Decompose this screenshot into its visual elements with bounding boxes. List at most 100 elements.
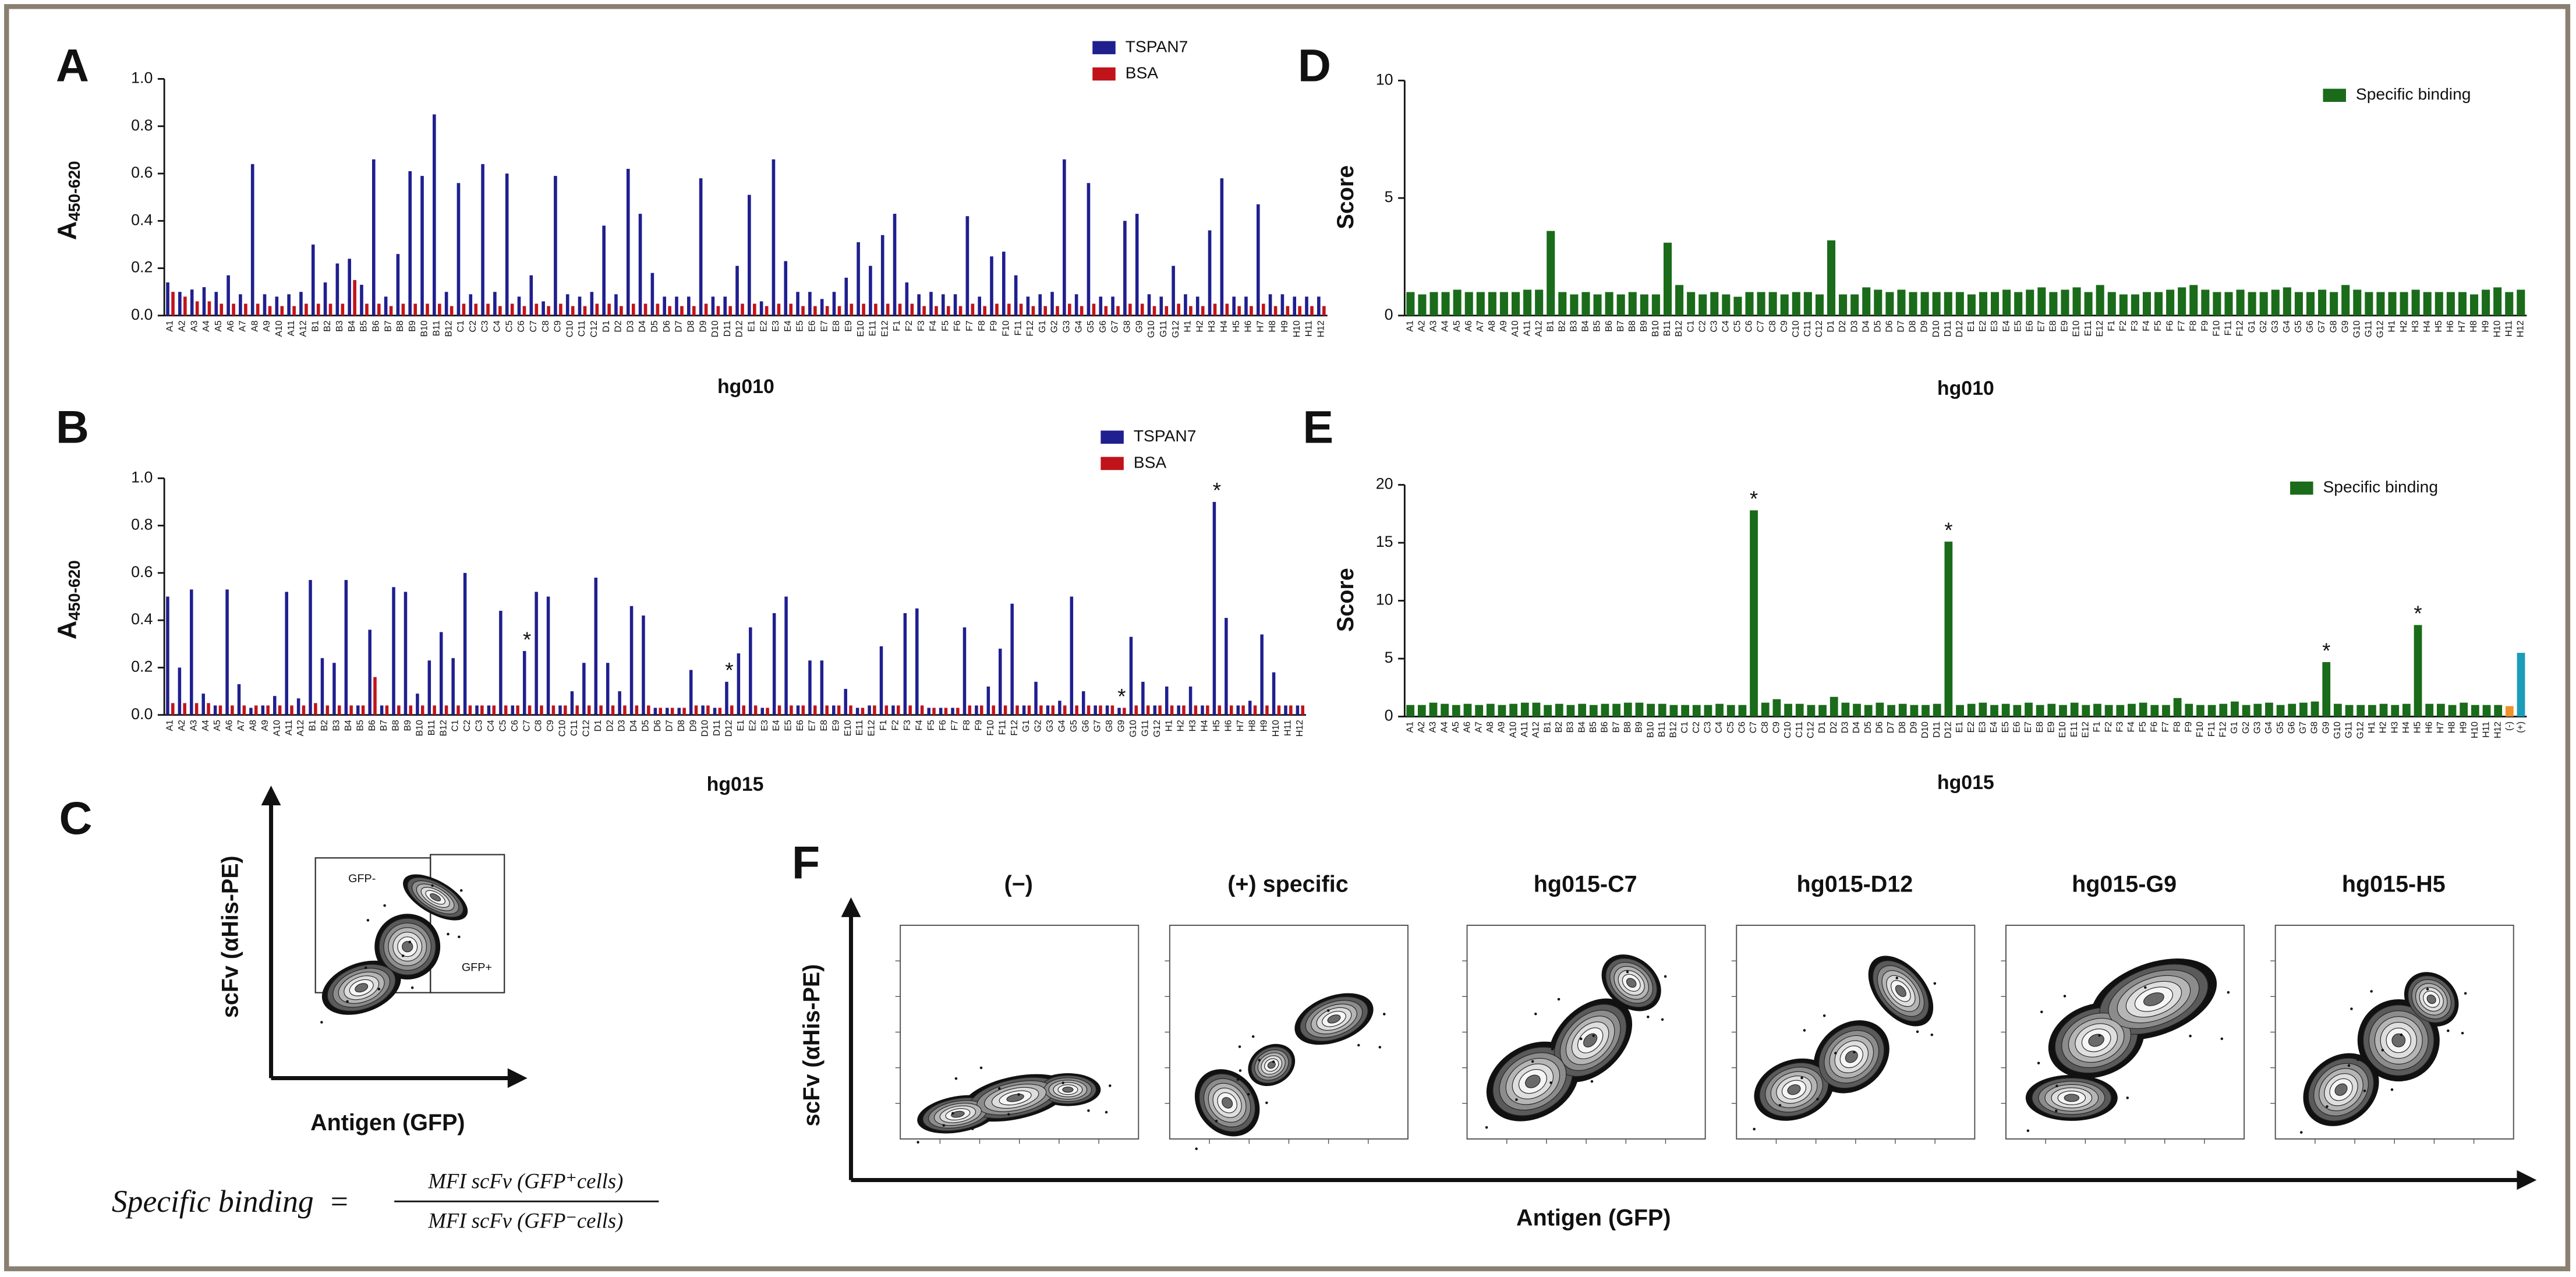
bar <box>1039 705 1043 715</box>
x-tick-label: E7 <box>2023 721 2033 733</box>
x-tick-label: C7 <box>1749 721 1758 733</box>
bar <box>1134 705 1138 715</box>
bar <box>587 705 591 715</box>
annotation: * <box>1944 518 1952 542</box>
bar <box>438 303 441 316</box>
bar <box>218 705 222 715</box>
bar <box>1761 702 1770 717</box>
bar <box>365 303 369 316</box>
x-tick-label: H2 <box>2399 320 2409 332</box>
bar <box>2482 289 2490 316</box>
x-tick-label: G2 <box>1034 720 1043 732</box>
x-tick-label: F1 <box>879 720 889 731</box>
legend-swatch <box>1092 67 1116 81</box>
x-tick-label: G1 <box>1038 320 1048 332</box>
x-tick-label: E1 <box>736 720 746 731</box>
bar <box>1256 204 1260 316</box>
bar <box>687 296 691 316</box>
bar <box>1669 705 1678 717</box>
bar <box>594 578 598 715</box>
x-tick-label: C10 <box>558 720 568 737</box>
bar <box>2189 285 2198 316</box>
x-tick-label: E5 <box>2001 721 2011 733</box>
x-tick-label: F2 <box>2118 320 2128 331</box>
bar <box>1640 294 1648 316</box>
x-tick-label: H10 <box>2470 721 2480 738</box>
bar <box>498 306 502 316</box>
bar <box>2265 702 2273 717</box>
bar <box>903 613 907 715</box>
dot <box>366 919 370 922</box>
dot <box>1664 975 1667 978</box>
bar <box>1253 705 1257 715</box>
x-tick-label: E12 <box>2095 320 2105 337</box>
x-tick-label: D1 <box>1817 721 1827 733</box>
x-tick-label: D2 <box>1838 320 1848 332</box>
dot <box>1326 1009 1330 1012</box>
bar <box>237 684 241 715</box>
formula-equals: = <box>328 1184 349 1219</box>
x-tick-label: B2 <box>323 320 332 331</box>
bar <box>353 280 356 316</box>
x-tick-label: B7 <box>1611 721 1621 733</box>
x-tick-label: E4 <box>772 720 781 731</box>
bar <box>499 610 503 715</box>
x-tick-label: E8 <box>2048 320 2058 332</box>
x-tick-label: B1 <box>310 320 320 332</box>
x-tick-label: E11 <box>855 720 865 735</box>
bar <box>1909 292 1917 316</box>
bar <box>309 580 312 715</box>
bar <box>759 301 763 316</box>
dot <box>1590 1080 1594 1083</box>
bar <box>1566 705 1575 717</box>
bar <box>171 703 175 715</box>
bar <box>946 306 950 316</box>
bar <box>244 303 247 316</box>
x-tick-label: C7 <box>1756 320 1766 332</box>
bar <box>1532 702 1541 717</box>
dot <box>1549 1081 1552 1084</box>
x-tick-label: A12 <box>299 320 309 337</box>
bar <box>753 303 756 316</box>
bar <box>932 708 936 715</box>
bar <box>741 303 744 316</box>
bar <box>1699 294 1707 316</box>
bar <box>1034 681 1038 715</box>
legend-label: Specific binding <box>2323 477 2439 496</box>
y-axis-label: A450-620 <box>52 560 83 639</box>
bar <box>951 708 954 715</box>
bar <box>777 705 781 715</box>
x-tick-label: G11 <box>1159 320 1169 337</box>
bar <box>893 214 897 316</box>
bar <box>718 708 722 715</box>
x-tick-label: E2 <box>748 720 758 731</box>
bar <box>777 303 781 316</box>
x-tick-label: G6 <box>1081 720 1091 732</box>
dot <box>431 884 434 887</box>
frame <box>4 4 2571 1272</box>
bar <box>207 703 210 715</box>
bar <box>373 677 377 715</box>
plot-title: hg015-D12 <box>1797 872 1913 897</box>
x-tick-label: H1 <box>1164 720 1174 731</box>
bar <box>2288 703 2297 717</box>
dot <box>1265 1101 1268 1105</box>
x-tick-label: G3 <box>1045 720 1055 732</box>
bar <box>166 282 169 316</box>
bar <box>749 627 752 715</box>
x-tick-label: D1 <box>601 320 611 332</box>
y-axis-label: Score <box>1333 568 1358 632</box>
bar <box>299 292 303 316</box>
x-tick-label: B3 <box>335 320 345 332</box>
x-tick-label: H6 <box>1223 720 1233 731</box>
bar <box>820 660 824 715</box>
x-tick-label: A12 <box>1534 320 1544 337</box>
panel-letter: D <box>1298 39 1331 91</box>
bar <box>239 294 242 316</box>
bar <box>2231 701 2239 717</box>
bar <box>941 294 945 316</box>
dot <box>2115 1066 2119 1069</box>
bar <box>214 292 218 316</box>
bar <box>753 705 758 715</box>
x-tick-label: D2 <box>605 720 615 731</box>
